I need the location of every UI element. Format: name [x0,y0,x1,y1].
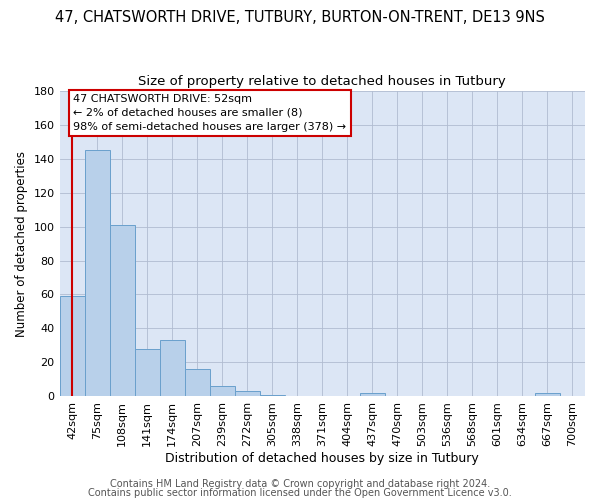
Title: Size of property relative to detached houses in Tutbury: Size of property relative to detached ho… [139,75,506,88]
Bar [360,393,385,396]
Text: Contains HM Land Registry data © Crown copyright and database right 2024.: Contains HM Land Registry data © Crown c… [110,479,490,489]
Bar [209,386,235,396]
Bar [59,296,85,396]
X-axis label: Distribution of detached houses by size in Tutbury: Distribution of detached houses by size … [166,452,479,465]
Bar [85,150,110,396]
Y-axis label: Number of detached properties: Number of detached properties [15,150,28,336]
Bar [134,349,160,397]
Bar [235,392,260,396]
Bar [110,225,134,396]
Bar [185,370,209,396]
Text: 47 CHATSWORTH DRIVE: 52sqm
← 2% of detached houses are smaller (8)
98% of semi-d: 47 CHATSWORTH DRIVE: 52sqm ← 2% of detac… [73,94,346,132]
Bar [160,340,185,396]
Bar [535,393,560,396]
Text: Contains public sector information licensed under the Open Government Licence v3: Contains public sector information licen… [88,488,512,498]
Bar [260,395,285,396]
Text: 47, CHATSWORTH DRIVE, TUTBURY, BURTON-ON-TRENT, DE13 9NS: 47, CHATSWORTH DRIVE, TUTBURY, BURTON-ON… [55,10,545,25]
